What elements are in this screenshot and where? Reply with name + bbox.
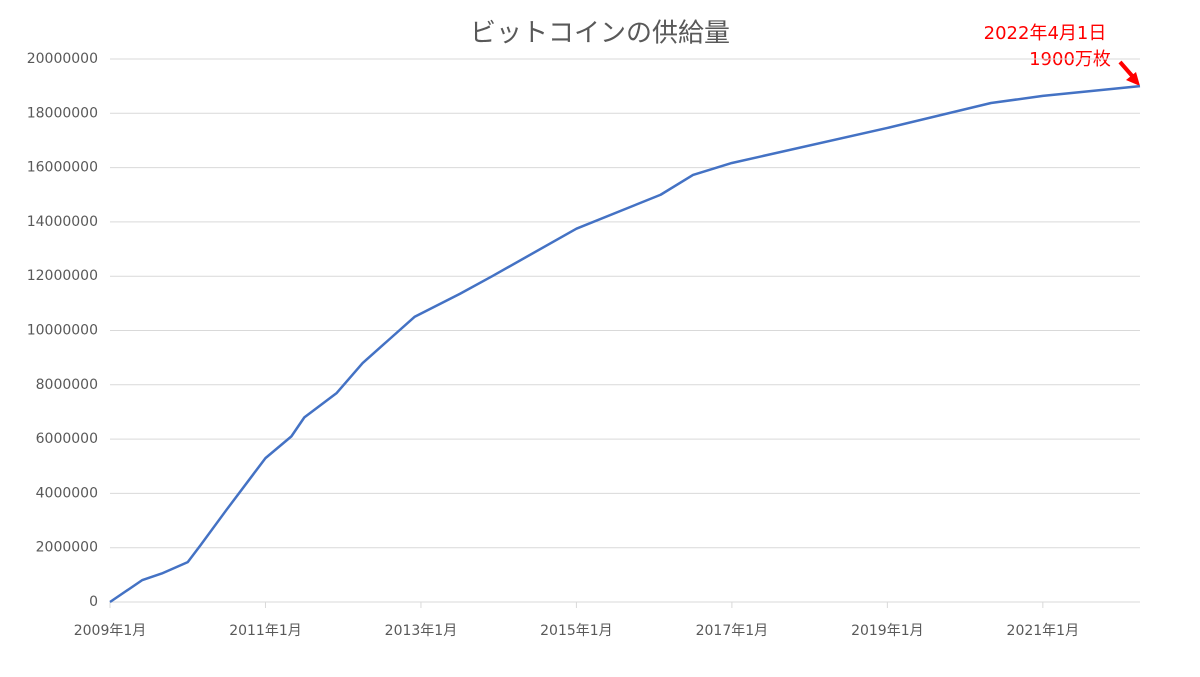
y-tick-label: 10000000 [27, 323, 98, 339]
x-tick-label: 2021年1月 [1007, 623, 1080, 639]
y-tick-label: 12000000 [27, 268, 98, 284]
y-tick-label: 6000000 [36, 431, 98, 447]
y-tick-label: 8000000 [36, 377, 98, 393]
y-tick-label: 16000000 [27, 160, 98, 176]
x-tick-label: 2013年1月 [385, 623, 458, 639]
annotation-arrow [1118, 60, 1136, 80]
x-tick-label: 2019年1月 [851, 623, 924, 639]
y-tick-label: 20000000 [27, 51, 98, 67]
y-tick-label: 0 [89, 594, 98, 610]
annotation-arrowhead [1126, 72, 1140, 86]
y-tick-label: 18000000 [27, 105, 98, 121]
x-tick-label: 2011年1月 [229, 623, 302, 639]
x-tick-label: 2015年1月 [540, 623, 613, 639]
chart-title: ビットコインの供給量 [470, 19, 730, 49]
annotation: 2022年4月1日 [984, 23, 1107, 44]
y-tick-label: 14000000 [27, 214, 98, 230]
y-tick-label: 4000000 [36, 485, 98, 501]
data-line [109, 84, 1141, 604]
x-tick-label: 2009年1月 [74, 623, 147, 639]
x-tick-label: 2017年1月 [696, 623, 769, 639]
y-tick-label: 2000000 [36, 540, 98, 556]
